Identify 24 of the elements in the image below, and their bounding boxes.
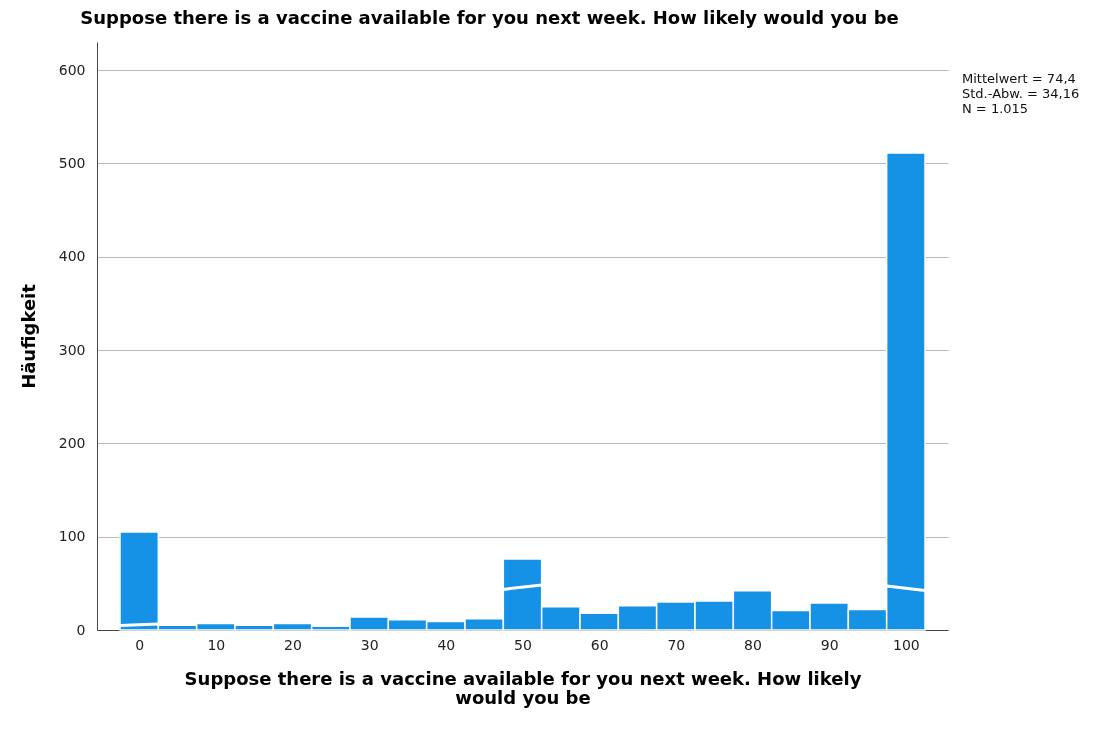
y-axis-title: Häufigkeit <box>17 283 39 389</box>
x-tick-label: 0 <box>135 636 145 653</box>
y-tick-label: 400 <box>58 248 86 265</box>
text: N = 1.015 <box>962 101 1029 116</box>
text: Std.-Abw. = 34,16 <box>962 86 1080 101</box>
x-tick-label: 90 <box>820 636 839 653</box>
x-tick-label: 20 <box>284 636 302 653</box>
y-tick-label: 300 <box>58 341 86 358</box>
y-tick-label: 500 <box>58 154 86 171</box>
x-tick-label: 50 <box>514 636 532 653</box>
text: Mittelwert = 74,4 <box>962 71 1076 86</box>
x-tick-label: 40 <box>437 636 456 653</box>
chart-title: Suppose there is a vaccine available for you next week. How likely would you be <box>80 7 899 28</box>
x-tick-label: 10 <box>207 636 226 653</box>
x-tick-label: 30 <box>360 636 379 653</box>
x-tick-label: 100 <box>892 636 920 653</box>
y-tick-label: 100 <box>58 528 86 545</box>
x-tick-label: 70 <box>667 636 686 653</box>
y-tick-label: 0 <box>76 621 86 638</box>
y-tick-label: 200 <box>58 434 86 451</box>
y-tick-label: 600 <box>58 61 86 78</box>
x-tick-label: 80 <box>744 636 762 653</box>
x-tick-label: 60 <box>590 636 609 653</box>
x-axis-title: Suppose there is a vaccine available for you next week. How likely would you be <box>184 667 862 708</box>
